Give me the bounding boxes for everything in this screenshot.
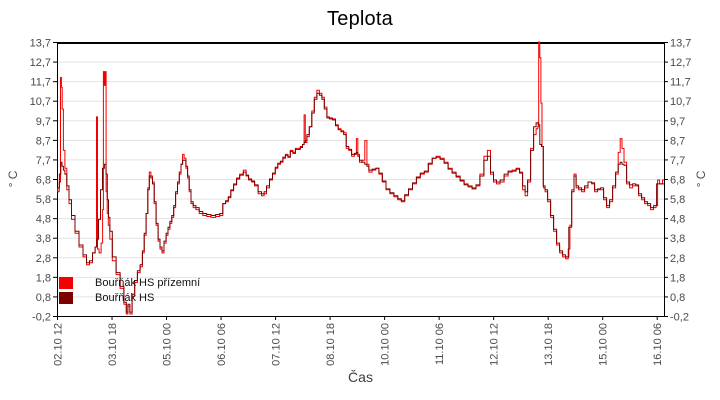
svg-text:4,8: 4,8 (670, 214, 685, 226)
svg-text:10,7: 10,7 (670, 96, 691, 108)
legend-swatch-hs-icon (59, 291, 73, 304)
svg-text:-0,2: -0,2 (670, 312, 689, 324)
svg-text:4,8: 4,8 (36, 214, 51, 226)
svg-text:11,7: 11,7 (670, 77, 691, 89)
svg-text:16.10 06: 16.10 06 (652, 323, 664, 366)
svg-text:15.10 00: 15.10 00 (598, 323, 610, 366)
svg-text:Čas: Čas (348, 369, 373, 385)
svg-text:5,8: 5,8 (36, 194, 51, 206)
svg-text:6,8: 6,8 (36, 175, 51, 187)
legend-item-prizemni: Bouřňák HS přízemní (59, 275, 200, 290)
svg-text:-0,2: -0,2 (32, 312, 51, 324)
svg-text:7,7: 7,7 (670, 155, 685, 167)
svg-text:08.10 18: 08.10 18 (325, 323, 337, 366)
svg-text:9,7: 9,7 (36, 116, 51, 128)
svg-text:2,8: 2,8 (36, 253, 51, 265)
svg-text:1,8: 1,8 (36, 272, 51, 284)
svg-text:02.10 12: 02.10 12 (53, 323, 65, 366)
svg-text:12.10 12: 12.10 12 (489, 323, 501, 366)
svg-text:0,8: 0,8 (670, 292, 685, 304)
svg-text:0,8: 0,8 (36, 292, 51, 304)
svg-text:13.10 18: 13.10 18 (543, 323, 555, 366)
svg-text:10,7: 10,7 (30, 96, 51, 108)
svg-text:12,7: 12,7 (670, 57, 691, 69)
svg-text:06.10 06: 06.10 06 (216, 323, 228, 366)
svg-text:8,7: 8,7 (36, 135, 51, 147)
svg-text:11,7: 11,7 (30, 77, 51, 89)
svg-text:07.10 12: 07.10 12 (271, 323, 283, 366)
svg-text:2,8: 2,8 (670, 253, 685, 265)
svg-text:05.10 00: 05.10 00 (162, 323, 174, 366)
svg-text:° C: ° C (6, 170, 20, 187)
legend-label-prizemni: Bouřňák HS přízemní (95, 276, 201, 289)
svg-text:° C: ° C (694, 170, 708, 187)
svg-text:9,7: 9,7 (670, 116, 685, 128)
svg-text:7,7: 7,7 (36, 155, 51, 167)
legend-swatch-prizemni-icon (59, 276, 73, 289)
svg-text:5,8: 5,8 (670, 194, 685, 206)
svg-text:6,8: 6,8 (670, 175, 685, 187)
svg-text:11.10 06: 11.10 06 (434, 323, 446, 365)
svg-text:8,7: 8,7 (670, 135, 685, 147)
chart-title: Teplota (327, 8, 393, 30)
svg-text:3,8: 3,8 (670, 233, 685, 245)
svg-text:13,7: 13,7 (30, 38, 51, 50)
legend-item-hs: Bouřňák HS (59, 290, 200, 305)
svg-text:03.10 18: 03.10 18 (107, 323, 119, 366)
svg-text:3,8: 3,8 (36, 233, 51, 245)
legend-label-hs: Bouřňák HS (95, 291, 155, 304)
svg-text:13,7: 13,7 (670, 38, 691, 50)
chart-legend: Bouřňák HS přízemní Bouřňák HS (59, 275, 200, 305)
svg-text:1,8: 1,8 (670, 272, 685, 284)
svg-text:12,7: 12,7 (30, 57, 51, 69)
svg-text:10.10 00: 10.10 00 (380, 323, 392, 366)
